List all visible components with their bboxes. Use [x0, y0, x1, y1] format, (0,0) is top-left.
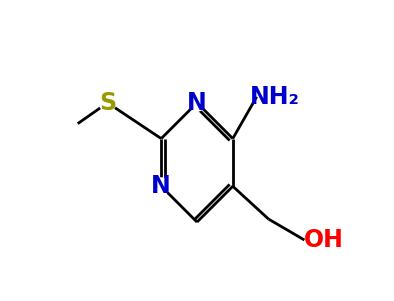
- Text: S: S: [99, 91, 116, 115]
- Circle shape: [99, 95, 116, 111]
- Text: OH: OH: [304, 228, 344, 252]
- Circle shape: [153, 178, 169, 195]
- Text: N: N: [187, 91, 207, 115]
- Text: NH₂: NH₂: [250, 85, 299, 109]
- Circle shape: [189, 95, 205, 111]
- Text: N: N: [151, 174, 171, 198]
